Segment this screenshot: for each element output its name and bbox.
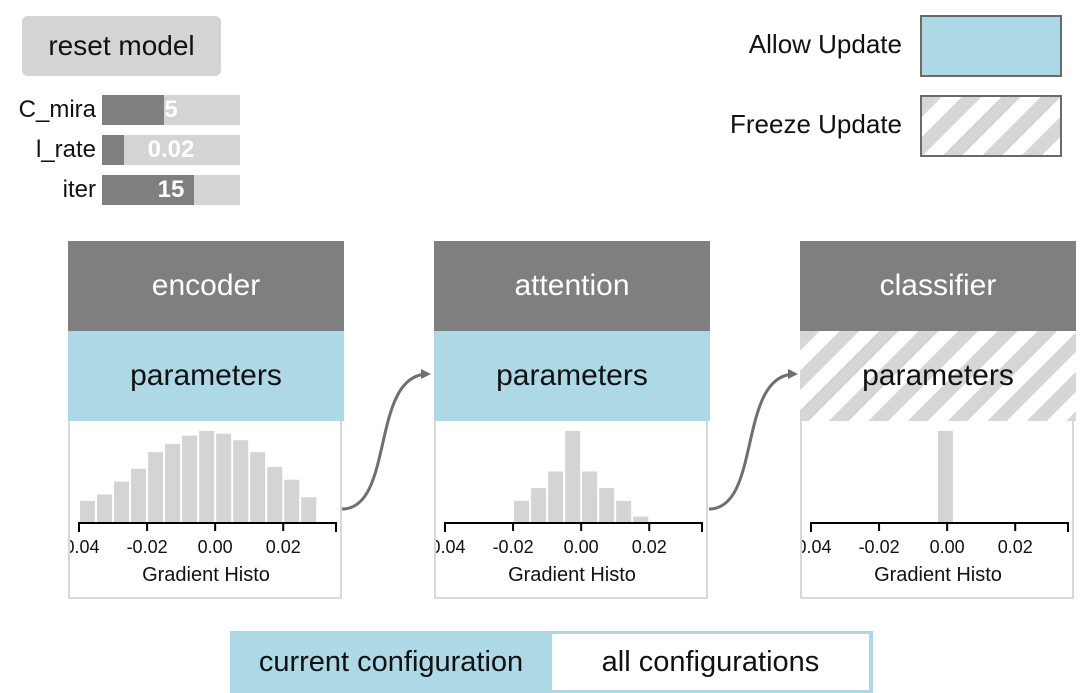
parameters-toggle[interactable]: parameters [68,331,344,421]
allow-update-label: Allow Update [748,29,902,59]
histogram-bar [233,440,249,523]
parameters-toggle[interactable]: parameters [800,331,1076,421]
x-tick-label: -0.04 [70,537,100,557]
x-tick-label: -0.02 [859,537,900,557]
gradient-histogram: -0.04 -0.02 0.00 0.02 Gradient Histo [436,431,703,586]
gradient-histogram: -0.04 -0.02 0.00 0.02 Gradient Histo [70,431,337,586]
x-tick-label: 0.00 [930,537,965,557]
slider-fill [102,135,125,165]
x-tick-label: 0.02 [266,537,301,557]
histogram-bar [548,471,564,523]
module-title: attention [434,241,710,331]
x-tick-label: 0.02 [998,537,1033,557]
histogram-bar [599,488,615,523]
slider-value: 0.02 [147,136,195,163]
histogram-bar [531,488,547,523]
histogram-bar [80,500,96,523]
x-tick-label: -0.04 [436,537,466,557]
slider-fill [102,95,165,125]
parameters-toggle[interactable]: parameters [434,331,710,421]
histogram-bar [216,433,232,523]
histogram-bar [284,479,300,523]
slider-c-mira[interactable]: 5 [102,95,240,125]
slider-l-rate[interactable]: 0.02 [102,135,240,165]
histogram-bar [565,431,581,523]
histogram-bar [514,500,530,523]
histogram-bar [267,466,283,523]
slider-label-iter: iter [62,176,96,203]
freeze-update-swatch[interactable] [920,95,1062,157]
x-axis-label: Gradient Histo [874,564,1002,586]
x-axis [810,522,1069,532]
arrow-attention-to-classifier [708,369,798,511]
histogram-bar [114,481,130,523]
x-tick-label: -0.04 [802,537,832,557]
arrow-encoder-to-attention [341,369,431,511]
slider-label-l-rate: l_rate [35,136,96,163]
histogram-bar [633,516,649,523]
x-axis-label: Gradient Histo [142,564,270,586]
slider-value: 15 [157,176,185,203]
x-axis-label: Gradient Histo [508,564,636,586]
histogram-bar [582,471,598,523]
x-axis [444,522,703,532]
current-configuration-tab[interactable]: current configuration [258,646,524,678]
x-tick-label: -0.02 [127,537,168,557]
slider-iter[interactable]: 15 [102,175,240,205]
x-tick-label: 0.00 [198,537,233,557]
histogram-bar [182,435,198,523]
x-tick-label: 0.00 [564,537,599,557]
histogram-bar [937,431,953,523]
histogram-bar [165,443,181,523]
slider-value: 5 [164,96,178,123]
configuration-toggle: current configuration all configurations [230,631,873,693]
histogram-bar [301,497,317,523]
histogram-bar [131,468,147,523]
x-axis [78,522,337,532]
histogram-bar [148,452,164,523]
histogram-bar [97,494,113,523]
histogram-bar [199,431,215,523]
reset-model-button[interactable]: reset model [22,16,221,76]
allow-update-swatch[interactable] [920,15,1062,77]
histogram-bar [616,500,632,523]
module-title: classifier [800,241,1076,331]
module-title: encoder [68,241,344,331]
gradient-histogram: -0.04 -0.02 0.00 0.02 Gradient Histo [802,431,1069,586]
freeze-update-label: Freeze Update [730,109,902,139]
all-configurations-tab[interactable]: all configurations [552,634,869,690]
x-tick-label: -0.02 [493,537,534,557]
histogram-bar [250,452,266,523]
slider-fill [102,175,195,205]
slider-label-c-mira: C_mira [18,96,96,123]
x-tick-label: 0.02 [632,537,667,557]
